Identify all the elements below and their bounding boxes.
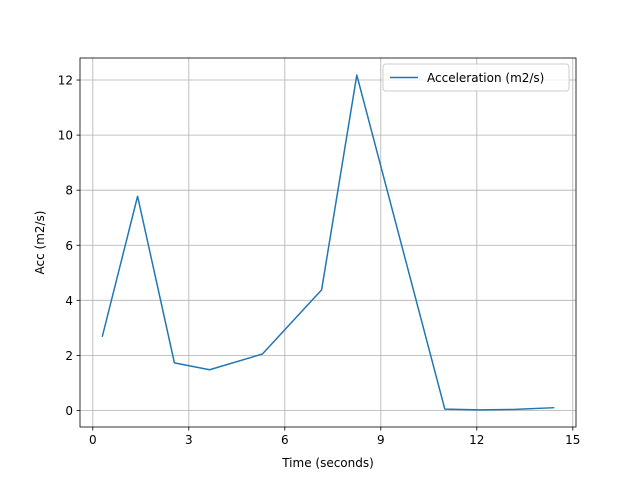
y-tick-label: 0	[65, 404, 73, 418]
legend-box	[382, 63, 570, 92]
legend-label: Acceleration (m2/s)	[427, 71, 544, 85]
grid	[80, 58, 576, 427]
y-tick-label: 10	[58, 129, 73, 143]
y-tick-label: 4	[65, 294, 73, 308]
y-axis-label: Acc (m2/s)	[33, 211, 47, 275]
x-tick-label: 12	[469, 433, 484, 447]
y-tick-label: 2	[65, 349, 73, 363]
y-tick-label: 8	[65, 184, 73, 198]
x-axis-ticks: 0 3 6 9 12 15	[89, 427, 580, 447]
legend: Acceleration (m2/s)	[382, 63, 570, 92]
x-tick-label: 6	[281, 433, 289, 447]
x-axis-label: Time (seconds)	[281, 456, 374, 470]
x-tick-label: 15	[565, 433, 580, 447]
series-line	[101, 74, 555, 411]
series-layer	[101, 74, 555, 411]
plot-area-frame	[79, 57, 577, 428]
x-tick-label: 3	[185, 433, 193, 447]
x-tick-label: 9	[377, 433, 385, 447]
x-tick-label: 0	[89, 433, 97, 447]
y-axis-ticks: 0 2 4 6 8 10 12	[58, 74, 80, 418]
y-tick-label: 6	[65, 239, 73, 253]
y-tick-label: 12	[58, 74, 73, 88]
